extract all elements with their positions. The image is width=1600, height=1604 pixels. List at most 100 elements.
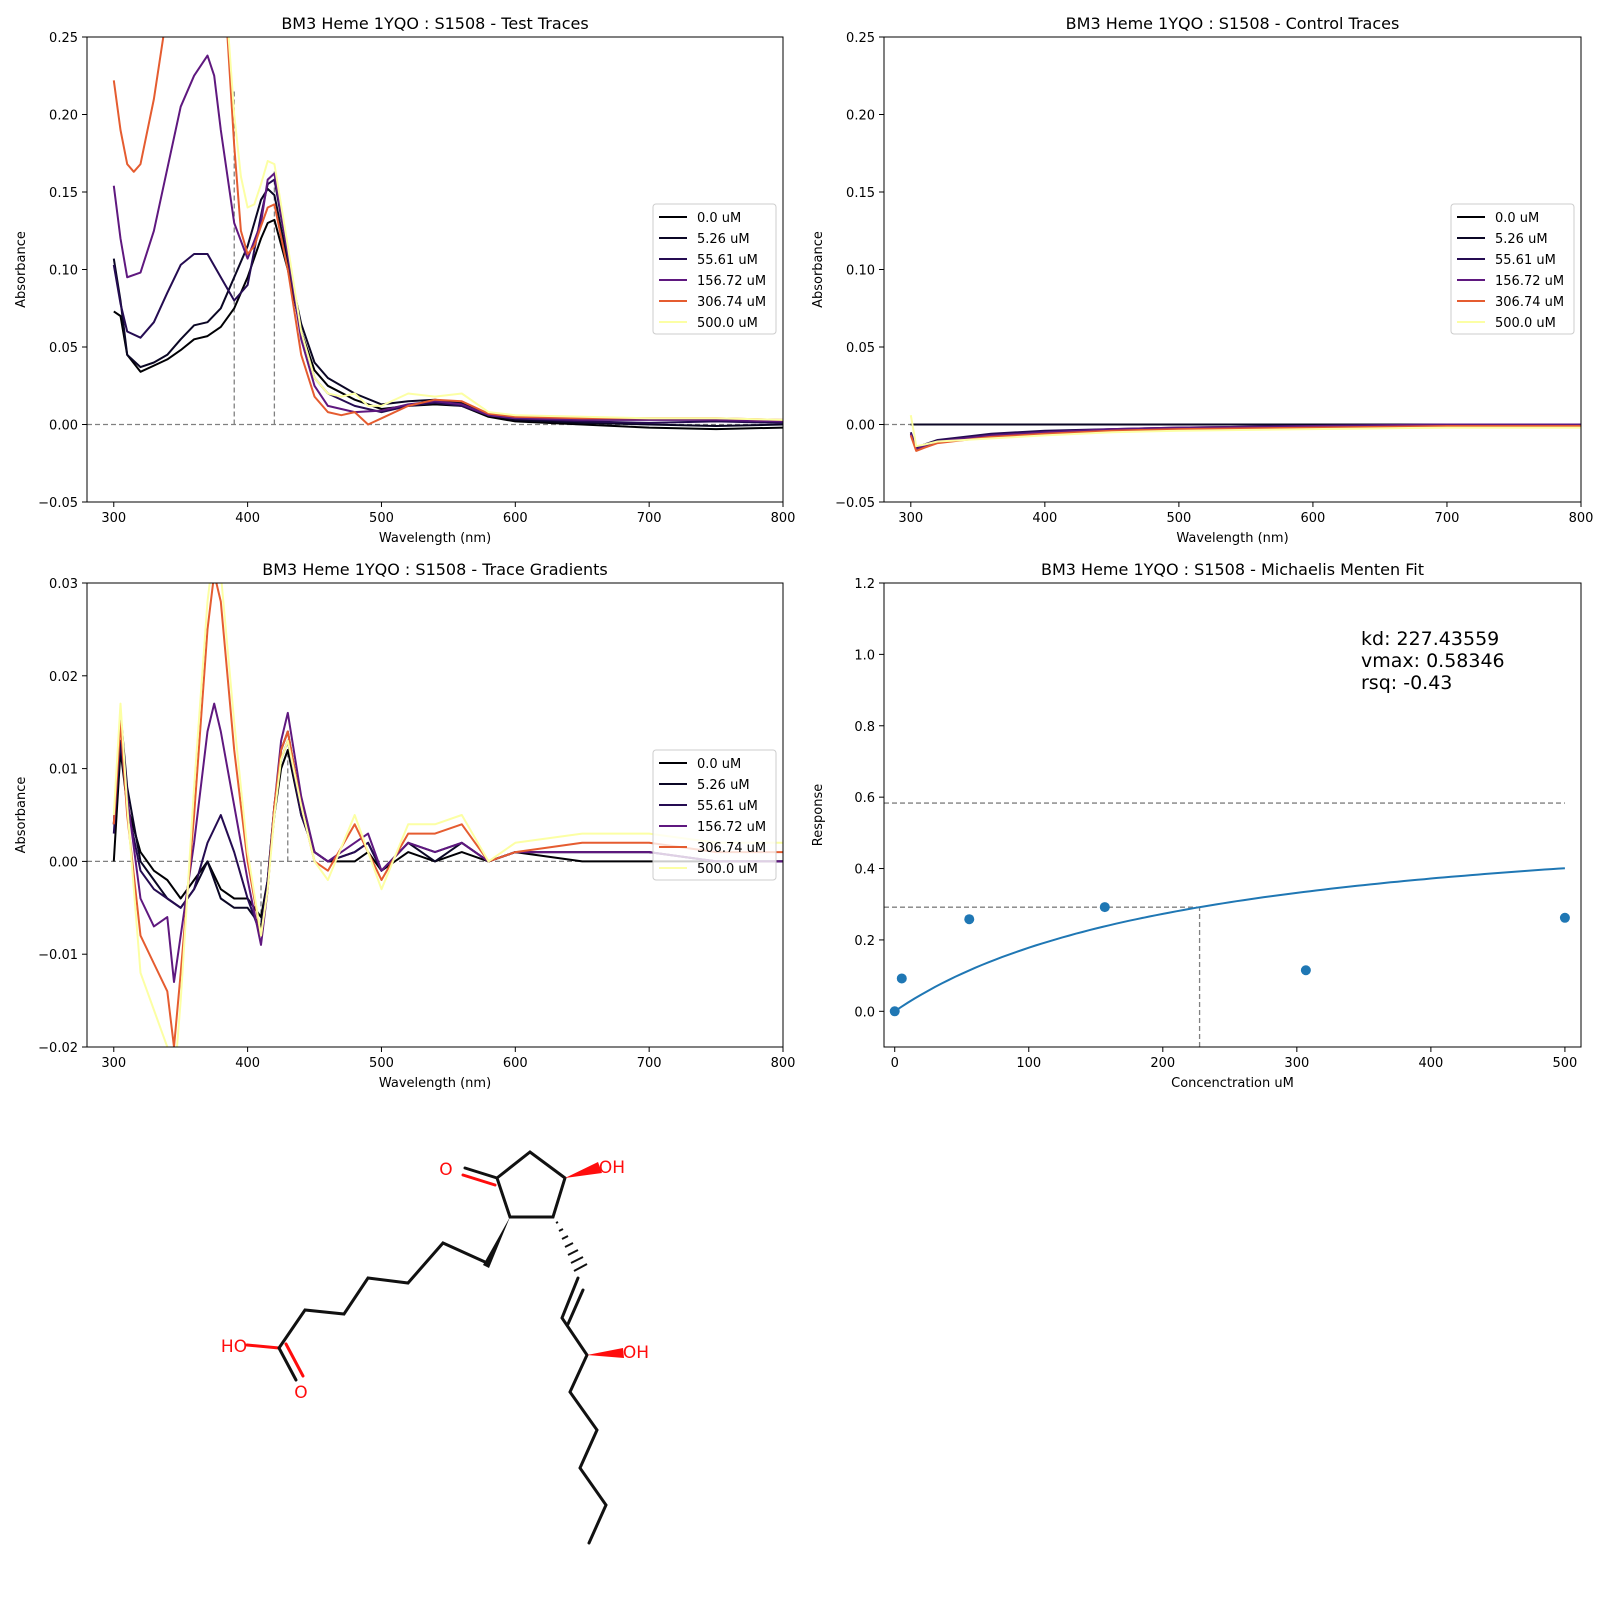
x-tick-label: 700 xyxy=(637,511,662,526)
legend-label-0: 0.0 uM xyxy=(697,211,741,226)
legend-label-3: 156.72 uM xyxy=(697,820,766,835)
y-tick-label: −0.02 xyxy=(38,1041,78,1056)
x-axis-label: Wavelength (nm) xyxy=(379,531,491,546)
series-line-0 xyxy=(112,749,783,919)
plot-area xyxy=(87,583,783,1047)
x-tick-label: 300 xyxy=(101,1056,126,1071)
molecule-wedges xyxy=(483,1162,624,1358)
acid-co-bond-b xyxy=(284,1342,305,1378)
molecule-atom-labels: O OH OH HO O xyxy=(221,1158,649,1403)
alpha-chain xyxy=(277,1241,487,1350)
acid-co-bond-a xyxy=(277,1346,298,1382)
legend-label-3: 156.72 uM xyxy=(1495,274,1564,289)
y-tick-label: 0.15 xyxy=(846,186,875,201)
x-tick-label: 800 xyxy=(771,1056,796,1071)
y-axis-label: Response xyxy=(811,784,826,846)
legend-label-3: 156.72 uM xyxy=(697,274,766,289)
y-tick-label: 0.2 xyxy=(854,934,875,949)
x-tick-label: 600 xyxy=(503,1056,528,1071)
wedge-chain-oh xyxy=(587,1348,624,1358)
chart-title: BM3 Heme 1YQO : S1508 - Test Traces xyxy=(281,14,588,33)
series-line-4 xyxy=(909,425,1581,452)
x-tick-label: 0 xyxy=(891,1056,899,1071)
omega-double-bond xyxy=(566,1288,585,1326)
legend-label-2: 55.61 uM xyxy=(697,799,758,814)
omega-chain xyxy=(560,1276,608,1545)
fit-curve xyxy=(894,867,1565,1013)
data-point xyxy=(1559,912,1570,923)
y-tick-label: 0.8 xyxy=(854,720,875,735)
x-tick-label: 300 xyxy=(898,511,923,526)
x-tick-label: 500 xyxy=(369,1056,394,1071)
data-point xyxy=(1099,902,1110,913)
fit-annotation-line: vmax: 0.58346 xyxy=(1361,650,1505,672)
atom-label-acid-o: O xyxy=(294,1383,307,1403)
series-line-4 xyxy=(112,583,783,1047)
y-tick-label: 0.4 xyxy=(854,863,875,878)
wedge-ring-oh xyxy=(565,1162,602,1178)
chart-control-traces: 300 400 500 600 700 800 −0.05 0.00 0.05 0.10 0.15 0… xyxy=(811,14,1593,546)
y-tick-label: −0.05 xyxy=(835,496,875,511)
y-tick-label: 1.2 xyxy=(854,577,875,592)
x-tick-label: 400 xyxy=(1032,511,1057,526)
x-tick-label: 400 xyxy=(1418,1056,1443,1071)
y-axis-label: Absorbance xyxy=(811,231,826,308)
y-tick-label: 0.10 xyxy=(846,264,875,279)
legend-label-2: 55.61 uM xyxy=(1495,253,1556,268)
legend-label-4: 306.74 uM xyxy=(697,841,766,856)
series-line-5 xyxy=(227,37,783,421)
hash-bond-omega xyxy=(555,1221,588,1272)
legend-label-4: 306.74 uM xyxy=(1495,295,1564,310)
x-tick-label: 300 xyxy=(1284,1056,1309,1071)
legend-label-5: 500.0 uM xyxy=(697,862,758,877)
molecule-structure: O OH OH HO O xyxy=(221,1150,649,1545)
x-tick-label: 400 xyxy=(235,1056,260,1071)
x-tick-label: 100 xyxy=(1016,1056,1041,1071)
x-tick-label: 600 xyxy=(503,511,528,526)
legend-label-1: 5.26 uM xyxy=(1495,232,1548,247)
fit-annotation-line: rsq: -0.43 xyxy=(1361,672,1452,694)
y-tick-label: 0.20 xyxy=(846,109,875,124)
legend-label-5: 500.0 uM xyxy=(697,316,758,331)
y-tick-label: 0.10 xyxy=(49,264,78,279)
x-tick-label: 400 xyxy=(235,511,260,526)
y-tick-label: 0.02 xyxy=(49,670,78,685)
ketone-bond-a xyxy=(463,1166,499,1180)
series-line-5 xyxy=(112,583,783,1047)
x-tick-label: 500 xyxy=(369,511,394,526)
chart-title: BM3 Heme 1YQO : S1508 - Trace Gradients xyxy=(262,560,607,579)
chart-title: BM3 Heme 1YQO : S1508 - Michaelis Menten… xyxy=(1041,560,1424,579)
legend-label-1: 5.26 uM xyxy=(697,778,750,793)
y-tick-label: 0.0 xyxy=(854,1005,875,1020)
x-tick-label: 200 xyxy=(1150,1056,1175,1071)
x-tick-label: 600 xyxy=(1301,511,1326,526)
y-tick-label: 0.00 xyxy=(846,419,875,434)
legend-label-4: 306.74 uM xyxy=(697,295,766,310)
fit-annotation-line: kd: 227.43559 xyxy=(1361,628,1499,650)
legend-label-0: 0.0 uM xyxy=(697,757,741,772)
y-tick-label: 0.03 xyxy=(49,577,78,592)
series-line-0 xyxy=(113,218,783,431)
y-tick-label: 0.00 xyxy=(49,419,78,434)
series-line-3 xyxy=(909,423,1581,451)
y-tick-label: −0.05 xyxy=(38,496,78,511)
atom-label-ketone-o: O xyxy=(439,1160,452,1180)
y-tick-label: 0.00 xyxy=(49,855,78,870)
atom-label-chain-oh: OH xyxy=(623,1343,649,1363)
y-tick-label: 0.6 xyxy=(854,791,875,806)
x-tick-label: 700 xyxy=(637,1056,662,1071)
molecule-bonds xyxy=(245,1150,608,1545)
x-tick-label: 800 xyxy=(771,511,796,526)
series-line-4 xyxy=(112,37,783,426)
y-tick-label: 0.01 xyxy=(49,763,78,778)
wedge-alpha-chain xyxy=(483,1217,510,1268)
x-axis-label: Concenctration uM xyxy=(1171,1076,1294,1091)
legend-label-1: 5.26 uM xyxy=(697,232,750,247)
axes-frame xyxy=(883,582,1582,1048)
legend-label-2: 55.61 uM xyxy=(697,253,758,268)
series-line-3 xyxy=(112,54,783,423)
ketone-bond-b xyxy=(461,1173,497,1187)
